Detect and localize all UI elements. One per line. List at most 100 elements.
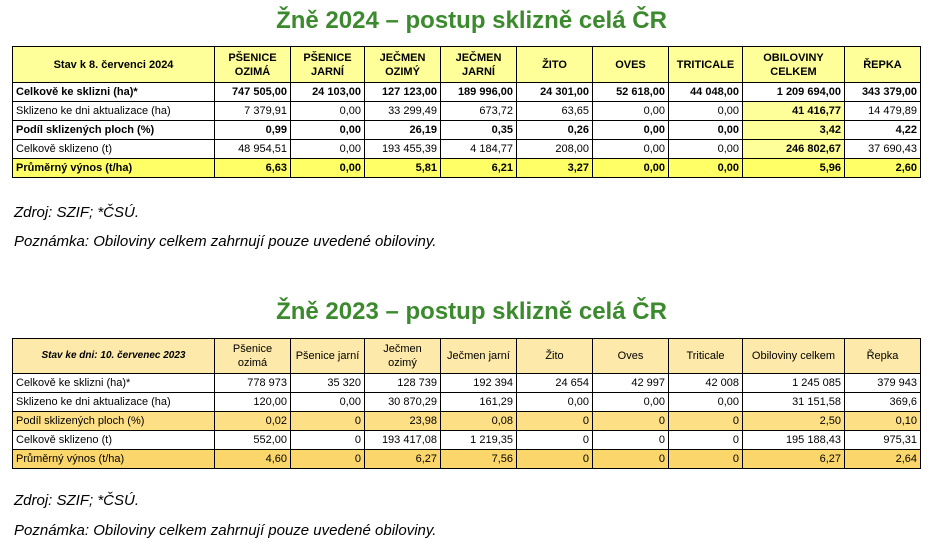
table-cell: 379 943 — [844, 373, 921, 393]
table-cell: 343 379,00 — [844, 82, 921, 102]
table-cell: 3,27 — [516, 158, 593, 178]
table-cell: 0,00 — [592, 120, 669, 140]
table-cell: 0,02 — [214, 411, 291, 431]
table-cell: 0 — [592, 411, 669, 431]
header-label: Stav ke dni: 10. červenec 2023 — [12, 338, 215, 374]
table-cell: 6,21 — [440, 158, 517, 178]
table-cell: 0 — [516, 449, 593, 469]
table-header-row: Stav ke dni: 10. červenec 2023 Pšenice o… — [12, 338, 921, 374]
table-cell: 3,42 — [742, 120, 845, 140]
table-cell: 52 618,00 — [592, 82, 669, 102]
table-cell: 7 379,91 — [214, 101, 291, 121]
table-cell: 35 320 — [290, 373, 365, 393]
table-row: Celkově sklizeno (t) 552,00 0 193 417,08… — [12, 430, 921, 450]
column-header: Řepka — [844, 338, 921, 374]
table-row: Sklizeno ke dni aktualizace (ha) 7 379,9… — [12, 101, 921, 121]
table-cell: 1 219,35 — [440, 430, 517, 450]
table-cell: 37 690,43 — [844, 139, 921, 159]
table-row: Sklizeno ke dni aktualizace (ha) 120,00 … — [12, 392, 921, 412]
table-cell: 193 455,39 — [364, 139, 441, 159]
table-cell: 5,96 — [742, 158, 845, 178]
table-cell: 2,64 — [844, 449, 921, 469]
header-label: Stav k 8. červenci 2024 — [12, 46, 215, 83]
harvest-table-2023: Stav ke dni: 10. červenec 2023 Pšenice o… — [12, 338, 921, 469]
harvest-table-2024: Stav k 8. červenci 2024 PŠENICE OZIMÁ PŠ… — [12, 46, 921, 178]
table-cell: 0 — [290, 430, 365, 450]
table-cell: 747 505,00 — [214, 82, 291, 102]
column-header: Ječmen ozimý — [364, 338, 441, 374]
row-label: Průměrný výnos (t/ha) — [12, 158, 215, 178]
column-header: Triticale — [668, 338, 743, 374]
table-cell: 5,81 — [364, 158, 441, 178]
table-cell: 0 — [290, 449, 365, 469]
table-cell: 2,50 — [742, 411, 845, 431]
remark-note-2023: Poznámka: Obiloviny celkem zahrnují pouz… — [14, 522, 437, 539]
column-header: ŘEPKA — [844, 46, 921, 83]
table-cell: 48 954,51 — [214, 139, 291, 159]
table-cell: 0,00 — [668, 158, 743, 178]
table-cell: 0,26 — [516, 120, 593, 140]
table-cell: 0,00 — [290, 158, 365, 178]
table-row: Celkově ke sklizni (ha)* 778 973 35 320 … — [12, 373, 921, 393]
table-cell: 24 301,00 — [516, 82, 593, 102]
column-header: JEČMEN OZIMÝ — [364, 46, 441, 83]
title-2024: Žně 2024 – postup sklizně celá ČR — [276, 7, 667, 34]
table-cell: 33 299,49 — [364, 101, 441, 121]
table-cell: 0,00 — [290, 120, 365, 140]
column-header: PŠENICE JARNÍ — [290, 46, 365, 83]
row-label: Sklizeno ke dni aktualizace (ha) — [12, 101, 215, 121]
table-cell: 0 — [668, 430, 743, 450]
table-cell: 975,31 — [844, 430, 921, 450]
table-cell: 41 416,77 — [742, 101, 845, 121]
column-header: TRITICALE — [668, 46, 743, 83]
column-header: OVES — [592, 46, 669, 83]
table-cell: 7,56 — [440, 449, 517, 469]
table-cell: 127 123,00 — [364, 82, 441, 102]
row-label: Celkově ke sklizni (ha)* — [12, 82, 215, 102]
table-cell: 6,63 — [214, 158, 291, 178]
table-cell: 2,60 — [844, 158, 921, 178]
row-label: Průměrný výnos (t/ha) — [12, 449, 215, 469]
table-cell: 161,29 — [440, 392, 517, 412]
column-header: Pšenice jarní — [290, 338, 365, 374]
table-cell: 4,22 — [844, 120, 921, 140]
column-header: ŽITO — [516, 46, 593, 83]
table-cell: 24 103,00 — [290, 82, 365, 102]
source-note-2023: Zdroj: SZIF; *ČSÚ. — [14, 492, 140, 509]
table-cell: 0,10 — [844, 411, 921, 431]
table-cell: 23,98 — [364, 411, 441, 431]
source-note-2024: Zdroj: SZIF; *ČSÚ. — [14, 204, 140, 221]
table-row: Podíl sklizených ploch (%) 0,02 0 23,98 … — [12, 411, 921, 431]
table-cell: 26,19 — [364, 120, 441, 140]
column-header: Pšenice ozimá — [214, 338, 291, 374]
table-cell: 0 — [592, 449, 669, 469]
table-cell: 778 973 — [214, 373, 291, 393]
table-cell: 31 151,58 — [742, 392, 845, 412]
column-header: Oves — [592, 338, 669, 374]
table-cell: 0,00 — [290, 392, 365, 412]
table-cell: 246 802,67 — [742, 139, 845, 159]
table-cell: 673,72 — [440, 101, 517, 121]
table-cell: 1 245 085 — [742, 373, 845, 393]
table-cell: 552,00 — [214, 430, 291, 450]
table-cell: 0,00 — [668, 392, 743, 412]
table-cell: 192 394 — [440, 373, 517, 393]
row-label: Celkově sklizeno (t) — [12, 430, 215, 450]
table-cell: 0,00 — [592, 392, 669, 412]
table-cell: 30 870,29 — [364, 392, 441, 412]
table-cell: 0 — [668, 449, 743, 469]
table-cell: 0,08 — [440, 411, 517, 431]
table-cell: 0 — [592, 430, 669, 450]
table-cell: 0,00 — [516, 392, 593, 412]
table-cell: 44 048,00 — [668, 82, 743, 102]
table-cell: 4 184,77 — [440, 139, 517, 159]
column-header: OBILOVINY CELKEM — [742, 46, 845, 83]
table-cell: 42 997 — [592, 373, 669, 393]
table-cell: 0,99 — [214, 120, 291, 140]
table-cell: 6,27 — [742, 449, 845, 469]
table-cell: 0 — [516, 411, 593, 431]
table-cell: 120,00 — [214, 392, 291, 412]
table-cell: 208,00 — [516, 139, 593, 159]
table-row: Průměrný výnos (t/ha) 6,63 0,00 5,81 6,2… — [12, 158, 921, 178]
table-cell: 128 739 — [364, 373, 441, 393]
